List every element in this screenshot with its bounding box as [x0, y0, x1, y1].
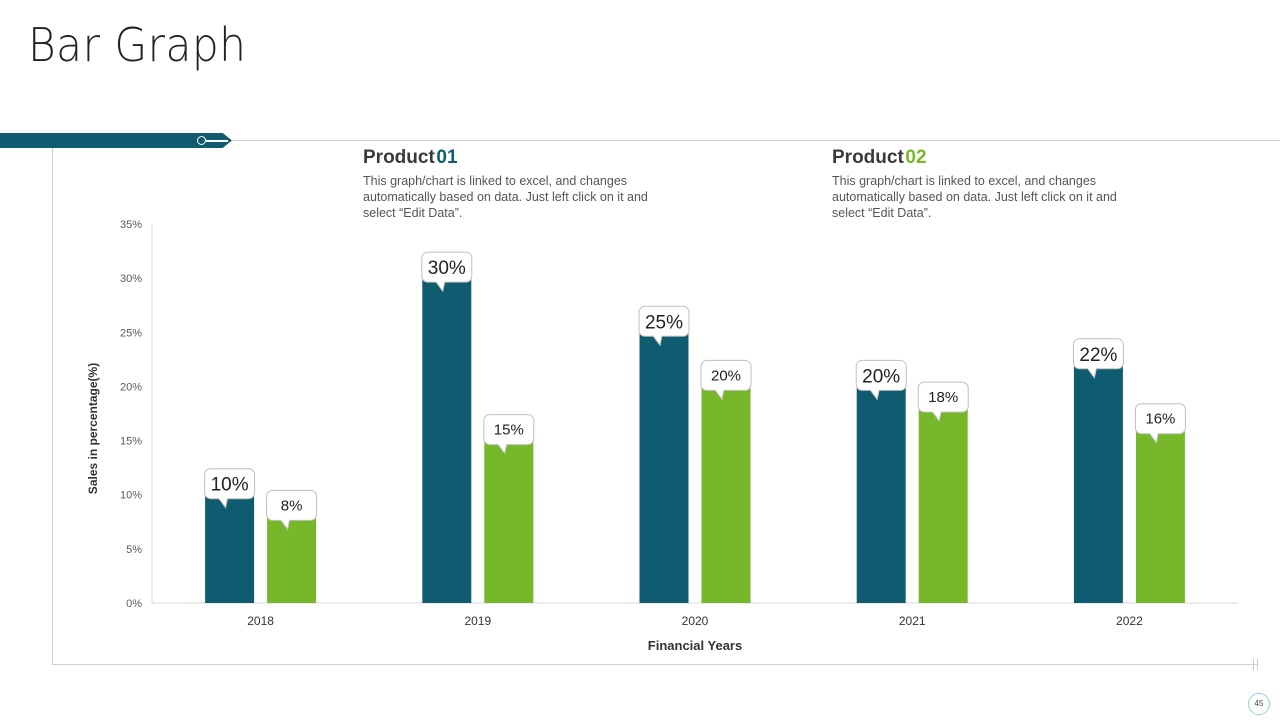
y-tick-label: 5% — [126, 544, 142, 556]
data-label-bubble — [421, 251, 473, 283]
product-01-number: 01 — [436, 147, 458, 168]
y-axis-title: Sales in percentage(%) — [86, 363, 100, 494]
y-tick-label: 10% — [120, 490, 142, 502]
data-label-pointer — [714, 389, 725, 401]
data-label-pointer — [280, 519, 291, 531]
x-axis-title: Financial Years — [648, 638, 742, 653]
data-label: 16% — [1145, 411, 1175, 428]
header-divider — [232, 140, 1280, 141]
bar-product-02-2018 — [267, 516, 317, 603]
product-02-description: This graph/chart is linked to excel, and… — [832, 174, 1117, 220]
bar-product-01-2018 — [205, 494, 255, 603]
data-label: 8% — [281, 497, 303, 514]
data-label-pointer — [218, 497, 229, 509]
bar-product-01-2020 — [639, 332, 689, 603]
accent-line — [206, 140, 228, 142]
data-label-pointer — [435, 281, 446, 293]
bar-product-01-2019 — [422, 278, 472, 603]
data-label: 20% — [711, 367, 741, 384]
page-number: 45 — [1248, 693, 1270, 715]
data-label-pointer — [869, 389, 880, 401]
data-label: 22% — [1079, 345, 1117, 366]
data-label-bubble — [1072, 338, 1124, 370]
data-label: 18% — [928, 389, 958, 406]
bar-product-02-2019 — [484, 440, 534, 603]
product-02-block: Product 02 This graph/chart is linked to… — [832, 147, 1152, 221]
y-tick-label: 25% — [120, 327, 142, 339]
data-label-pointer — [931, 411, 942, 423]
product-02-label: Product — [832, 147, 904, 168]
product-01-block: Product 01 This graph/chart is linked to… — [363, 147, 683, 221]
data-label-bubble — [1134, 403, 1186, 435]
data-label-pointer — [1148, 432, 1159, 444]
data-label: 30% — [428, 258, 466, 279]
data-label: 15% — [494, 422, 524, 439]
bar-product-02-2020 — [701, 386, 751, 603]
x-tick-label: 2022 — [1116, 614, 1143, 628]
frame-bottom-border — [52, 664, 1257, 665]
data-label: 25% — [645, 312, 683, 333]
data-label-bubble — [204, 468, 256, 500]
header-accent-bar — [0, 133, 232, 148]
frame-tick — [1253, 659, 1254, 670]
product-02-number: 02 — [905, 147, 927, 168]
bar-product-02-2021 — [918, 408, 968, 603]
x-tick-label: 2018 — [247, 614, 274, 628]
accent-circle-icon — [197, 136, 206, 145]
data-label-bubble — [638, 305, 690, 337]
bar-product-01-2022 — [1073, 364, 1123, 603]
slide-title: Bar Graph — [28, 18, 247, 72]
y-tick-label: 35% — [120, 219, 142, 231]
data-label-pointer — [1086, 367, 1097, 379]
product-01-description: This graph/chart is linked to excel, and… — [363, 174, 648, 220]
y-tick-label: 30% — [120, 273, 142, 285]
product-01-label: Product — [363, 147, 435, 168]
frame-tick — [1257, 659, 1258, 670]
data-label: 20% — [862, 366, 900, 387]
y-tick-label: 15% — [120, 436, 142, 448]
x-tick-label: 2021 — [899, 614, 926, 628]
y-tick-label: 0% — [126, 598, 142, 610]
data-label: 10% — [211, 475, 249, 496]
x-tick-label: 2019 — [464, 614, 491, 628]
data-label-pointer — [652, 335, 663, 347]
data-label-bubble — [855, 359, 907, 391]
x-tick-label: 2020 — [682, 614, 709, 628]
bar-product-02-2022 — [1135, 429, 1185, 603]
data-label-pointer — [497, 443, 508, 455]
data-label-bubble — [700, 359, 752, 391]
data-label-bubble — [483, 414, 535, 446]
frame-left-border — [52, 148, 53, 665]
bar-product-01-2021 — [856, 386, 906, 603]
data-label-bubble — [266, 489, 318, 521]
product-01-heading: Product 01 — [363, 147, 683, 169]
y-tick-label: 20% — [120, 381, 142, 393]
product-02-heading: Product 02 — [832, 147, 1152, 169]
data-label-bubble — [917, 381, 969, 413]
